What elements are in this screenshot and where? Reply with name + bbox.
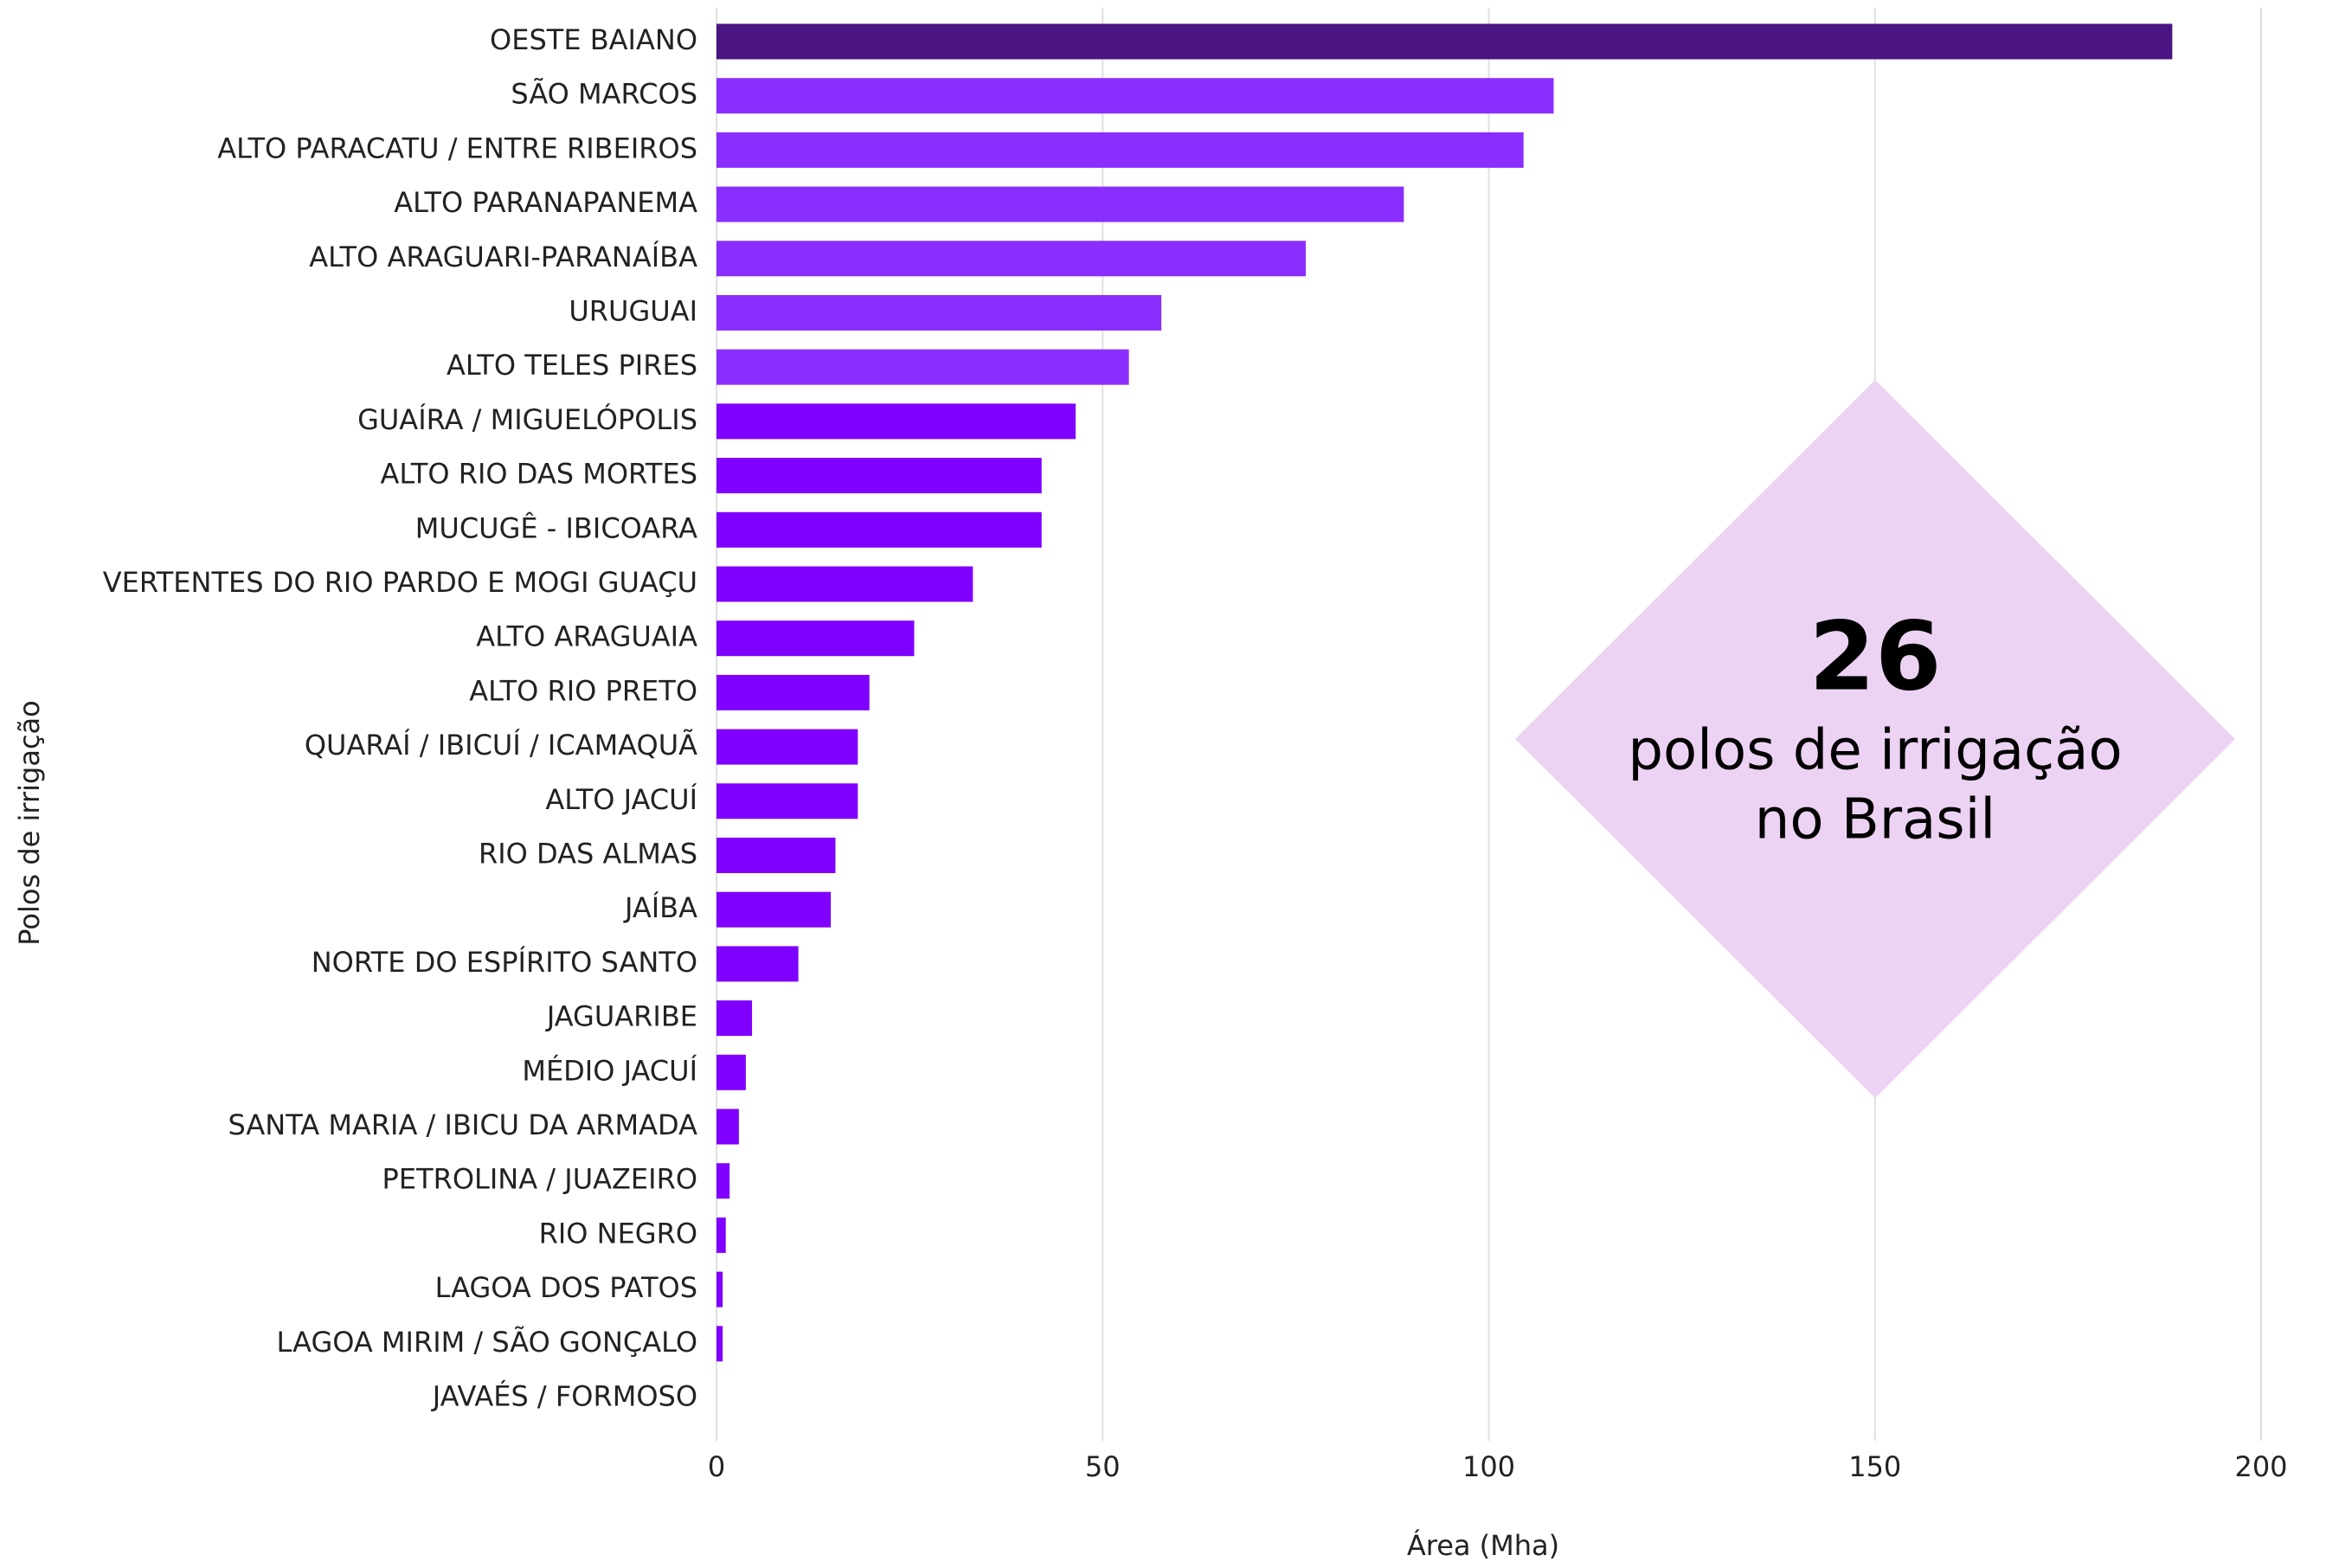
bar (716, 23, 2173, 60)
y-tick-label: ALTO PARANAPANEMA (394, 186, 697, 219)
annotation-text: no Brasil (1755, 788, 1995, 852)
bar (716, 132, 1524, 168)
y-tick-label: URUGUAI (569, 295, 697, 328)
x-tick-label: 150 (1848, 1450, 1901, 1483)
bar (716, 1217, 726, 1253)
y-tick-label: LAGOA DOS PATOS (435, 1271, 697, 1304)
bar (716, 1163, 730, 1199)
bar (716, 946, 799, 982)
bar (716, 1271, 723, 1308)
y-tick-label: MÉDIO JACUÍ (522, 1054, 697, 1087)
y-tick-label: MUCUGÊ - IBICOARA (415, 511, 697, 544)
y-tick-label: ALTO JACUÍ (545, 783, 697, 816)
bar (716, 783, 858, 819)
y-tick-label: ALTO TELES PIRES (447, 349, 697, 382)
x-tick-label: 200 (2234, 1450, 2287, 1483)
annotation-diamond (1515, 380, 2235, 1098)
bar (716, 241, 1306, 277)
bar (716, 729, 858, 765)
bar (716, 186, 1404, 222)
bar (716, 511, 1042, 548)
y-tick-label: NORTE DO ESPÍRITO SANTO (312, 946, 697, 979)
y-tick-label: RIO DAS ALMAS (479, 838, 697, 871)
bar (716, 78, 1554, 114)
y-tick-label: RIO NEGRO (539, 1217, 697, 1250)
y-tick-label: SÃO MARCOS (511, 78, 697, 111)
y-tick-label: JAGUARIBE (545, 1000, 697, 1033)
y-tick-label: ALTO PARACATU / ENTRE RIBEIROS (217, 132, 697, 164)
bar (716, 620, 915, 657)
y-tick-label: SANTA MARIA / IBICU DA ARMADA (228, 1109, 697, 1141)
bar (716, 1000, 753, 1037)
y-tick-label: ALTO ARAGUARI-PARANAÍBA (309, 241, 697, 273)
y-tick-label: LAGOA MIRIM / SÃO GONÇALO (277, 1326, 697, 1359)
y-tick-label: PETROLINA / JUAZEIRO (382, 1163, 697, 1196)
bar (716, 295, 1162, 331)
annotation-text: polos de irrigação (1628, 719, 2122, 783)
x-axis-title: Área (Mha) (1407, 1529, 1559, 1562)
bar (716, 349, 1129, 385)
bar (716, 1054, 746, 1090)
bar (716, 566, 973, 602)
y-tick-label: ALTO RIO PRETO (469, 674, 697, 707)
x-tick-label: 50 (1085, 1450, 1121, 1483)
y-tick-label: GUAÍRA / MIGUELÓPOLIS (357, 402, 697, 436)
bar (716, 403, 1076, 440)
bar (716, 838, 836, 873)
bar (716, 1326, 723, 1362)
y-tick-label: ALTO ARAGUAIA (476, 620, 697, 653)
bar (716, 1109, 739, 1145)
y-tick-label: JAVAÉS / FORMOSO (431, 1380, 697, 1413)
annotation-number: 26 (1809, 601, 1941, 711)
bar (716, 674, 870, 710)
x-tick-label: 0 (708, 1450, 725, 1483)
y-tick-label: ALTO RIO DAS MORTES (381, 458, 697, 491)
bar (716, 458, 1042, 494)
x-tick-label: 100 (1462, 1450, 1515, 1483)
bar (716, 891, 832, 928)
y-tick-label: OESTE BAIANO (490, 23, 697, 56)
y-tick-label: JAÍBA (623, 891, 697, 924)
y-tick-label: VERTENTES DO RIO PARDO E MOGI GUAÇU (103, 566, 697, 599)
y-tick-label: QUARAÍ / IBICUÍ / ICAMAQUÃ (305, 729, 697, 762)
y-axis-title: Polos de irrigação (13, 700, 46, 945)
